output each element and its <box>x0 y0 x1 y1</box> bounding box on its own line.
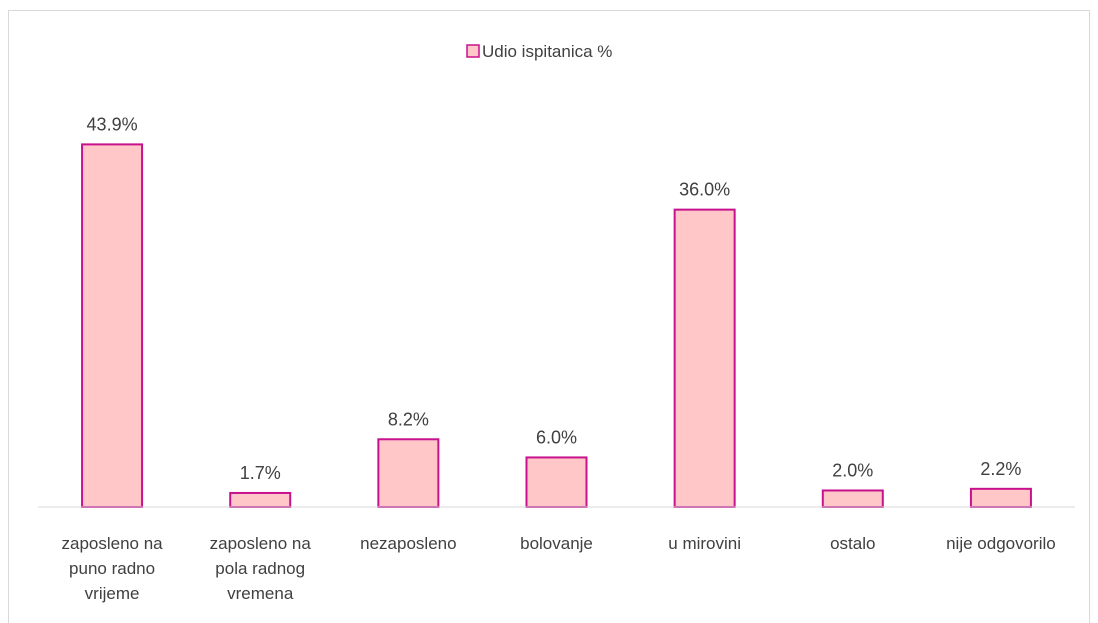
legend-label: Udio ispitanica % <box>482 42 612 61</box>
x-tick-label-5: u mirovini <box>668 534 741 553</box>
x-tick-label-line: vremena <box>227 584 294 603</box>
x-tick-label-line: zaposleno na <box>62 534 164 553</box>
data-label-3: 8.2% <box>388 409 429 429</box>
x-tick-label-2: zaposleno na pola radnog vremena <box>210 534 312 603</box>
x-tick-label-line: bolovanje <box>520 534 593 553</box>
data-label-4: 6.0% <box>536 427 577 447</box>
data-label-1: 43.9% <box>87 114 138 134</box>
x-tick-label-line: pola radnog <box>215 559 305 578</box>
x-tick-label-4: bolovanje <box>520 534 593 553</box>
bar-4 <box>525 456 588 509</box>
x-tick-label-line: zaposleno na <box>210 534 312 553</box>
x-tick-label-7: nije odgovorilo <box>946 534 1056 553</box>
x-tick-label-line: nezaposleno <box>360 534 456 553</box>
bar-7 <box>969 487 1032 509</box>
bar-1 <box>81 143 144 509</box>
legend: Udio ispitanica % <box>466 42 612 61</box>
bar-5 <box>673 208 736 508</box>
bar-2 <box>229 491 292 509</box>
x-tick-label-line: ostalo <box>830 534 875 553</box>
x-tick-label-line: nije odgovorilo <box>946 534 1056 553</box>
x-tick-label-line: vrijeme <box>85 584 140 603</box>
x-tick-label-line: u mirovini <box>668 534 741 553</box>
chart-frame <box>8 10 1090 623</box>
x-tick-label-6: ostalo <box>830 534 875 553</box>
bars-group <box>81 143 1032 509</box>
x-tick-label-3: nezaposleno <box>360 534 456 553</box>
data-label-6: 2.0% <box>832 460 873 480</box>
data-label-5: 36.0% <box>679 180 730 200</box>
bar-3 <box>377 438 440 509</box>
legend-swatch <box>466 44 480 58</box>
x-tick-label-1: zaposleno na puno radno vrijeme <box>62 534 164 603</box>
bar-6 <box>821 489 884 509</box>
data-label-7: 2.2% <box>980 459 1021 479</box>
data-label-2: 1.7% <box>240 463 281 483</box>
x-tick-label-line: puno radno <box>69 559 155 578</box>
data-labels-group: 43.9% 1.7% 8.2% 6.0% 36.0% 2.0% 2.2% <box>87 114 1022 483</box>
